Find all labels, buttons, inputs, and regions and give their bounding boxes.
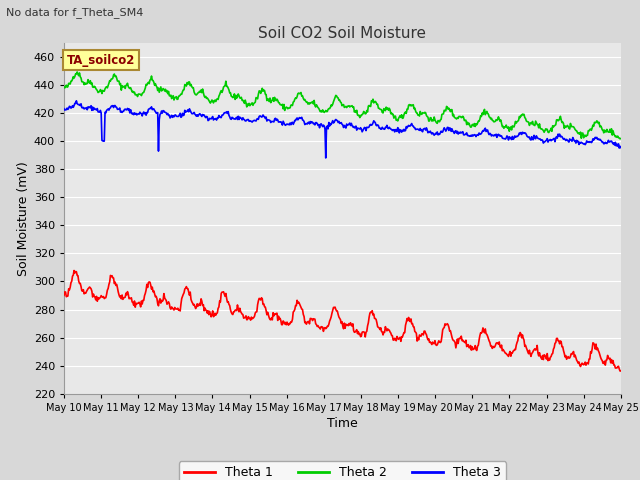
Text: No data for f_Theta_SM4: No data for f_Theta_SM4 <box>6 7 144 18</box>
X-axis label: Time: Time <box>327 417 358 430</box>
Title: Soil CO2 Soil Moisture: Soil CO2 Soil Moisture <box>259 25 426 41</box>
Text: TA_soilco2: TA_soilco2 <box>67 54 135 67</box>
Y-axis label: Soil Moisture (mV): Soil Moisture (mV) <box>17 161 29 276</box>
Legend: Theta 1, Theta 2, Theta 3: Theta 1, Theta 2, Theta 3 <box>179 461 506 480</box>
